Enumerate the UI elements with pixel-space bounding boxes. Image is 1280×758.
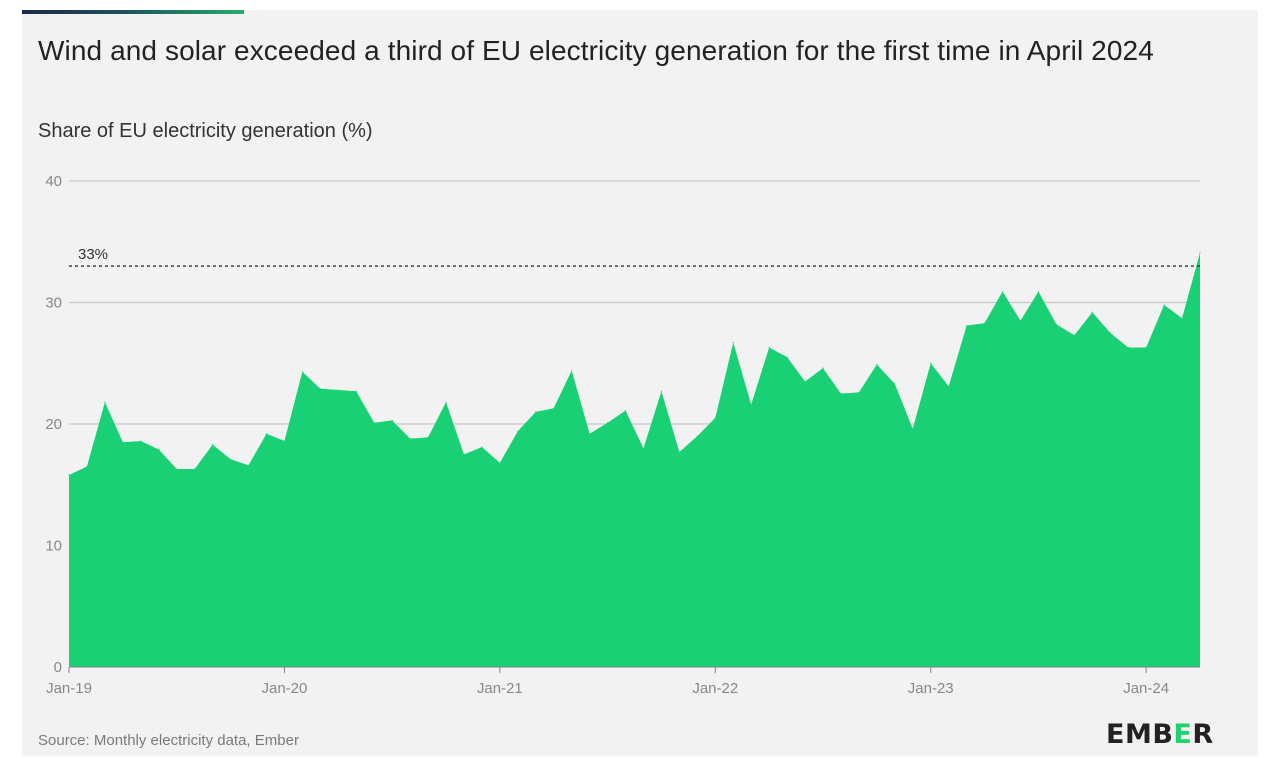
data-point xyxy=(930,362,932,364)
data-point xyxy=(606,422,609,424)
data-point xyxy=(786,356,788,358)
data-point xyxy=(696,435,698,437)
data-point xyxy=(301,371,303,373)
data-point xyxy=(1073,334,1075,336)
x-tick-label: Jan-23 xyxy=(908,680,954,697)
x-tick-label: Jan-21 xyxy=(477,680,523,697)
data-point xyxy=(212,444,214,446)
x-tick-label: Jan-19 xyxy=(46,680,92,697)
data-point xyxy=(1001,290,1004,293)
data-point xyxy=(1037,290,1040,293)
data-point xyxy=(1019,320,1022,322)
reference-line-group: 33% xyxy=(69,246,1200,267)
data-point xyxy=(966,324,968,327)
data-point xyxy=(822,367,824,369)
data-point xyxy=(86,465,88,468)
data-point xyxy=(1127,346,1129,349)
data-point xyxy=(840,393,842,395)
y-tick-label: 40 xyxy=(45,173,62,190)
data-point xyxy=(858,391,860,394)
data-point xyxy=(714,417,716,419)
data-point xyxy=(194,468,196,470)
series-area-wind-solar xyxy=(69,252,1200,667)
chart-subtitle: Share of EU electricity generation (%) xyxy=(38,120,373,142)
data-point xyxy=(571,369,573,372)
data-point xyxy=(481,446,483,448)
data-point xyxy=(983,322,986,324)
data-point xyxy=(355,390,357,392)
data-point xyxy=(391,419,393,421)
data-point xyxy=(624,410,627,412)
reference-line-label: 33% xyxy=(78,246,108,263)
data-point xyxy=(1181,317,1183,319)
data-point xyxy=(535,411,537,413)
data-point xyxy=(1109,332,1111,334)
data-point xyxy=(642,447,645,449)
data-point xyxy=(319,388,321,390)
data-point xyxy=(1091,311,1093,313)
data-point xyxy=(750,403,752,406)
data-point xyxy=(732,342,734,344)
source-note: Source: Monthly electricity data, Ember xyxy=(38,732,299,749)
data-point xyxy=(499,462,501,464)
data-point xyxy=(517,430,519,432)
data-point xyxy=(894,383,896,385)
data-point xyxy=(140,440,142,442)
data-point xyxy=(176,468,178,470)
data-point xyxy=(678,451,680,453)
data-point xyxy=(409,437,411,440)
data-point xyxy=(104,401,106,403)
data-point xyxy=(804,380,806,383)
data-point xyxy=(660,390,663,392)
data-point xyxy=(553,407,555,409)
data-point xyxy=(247,464,250,466)
accent-bar xyxy=(22,10,244,14)
data-point xyxy=(229,458,232,460)
data-point xyxy=(1055,323,1057,325)
series-layer xyxy=(68,252,1201,668)
x-tick-label: Jan-24 xyxy=(1123,680,1169,697)
data-point xyxy=(122,441,124,443)
data-point xyxy=(158,448,160,451)
data-point xyxy=(912,428,914,430)
data-point xyxy=(1163,304,1165,306)
y-axis-ticks: 0 10 20 30 40 xyxy=(45,173,62,676)
ember-logo: EMBER xyxy=(1106,719,1214,750)
data-point xyxy=(265,433,268,435)
x-tick-label: Jan-22 xyxy=(692,680,738,697)
chart-title: Wind and solar exceeded a third of EU el… xyxy=(38,35,1154,66)
data-point xyxy=(768,346,770,349)
data-point xyxy=(373,422,375,424)
data-point xyxy=(589,433,591,435)
data-point xyxy=(427,436,429,438)
y-tick-label: 30 xyxy=(45,295,62,312)
data-point xyxy=(1199,252,1201,254)
x-tick-label: Jan-20 xyxy=(261,680,307,697)
data-point xyxy=(876,363,878,366)
data-point xyxy=(337,389,339,391)
data-point xyxy=(948,385,950,387)
data-point xyxy=(1145,346,1147,349)
data-point xyxy=(463,453,465,455)
x-axis-ticks: Jan-19 Jan-20 Jan-21 Jan-22 Jan-23 Jan-24 xyxy=(46,667,1169,697)
y-tick-label: 0 xyxy=(54,659,62,676)
y-tick-label: 20 xyxy=(45,416,62,433)
y-tick-label: 10 xyxy=(45,538,62,555)
data-point xyxy=(68,474,70,476)
data-point xyxy=(283,440,286,442)
data-point xyxy=(445,401,447,403)
